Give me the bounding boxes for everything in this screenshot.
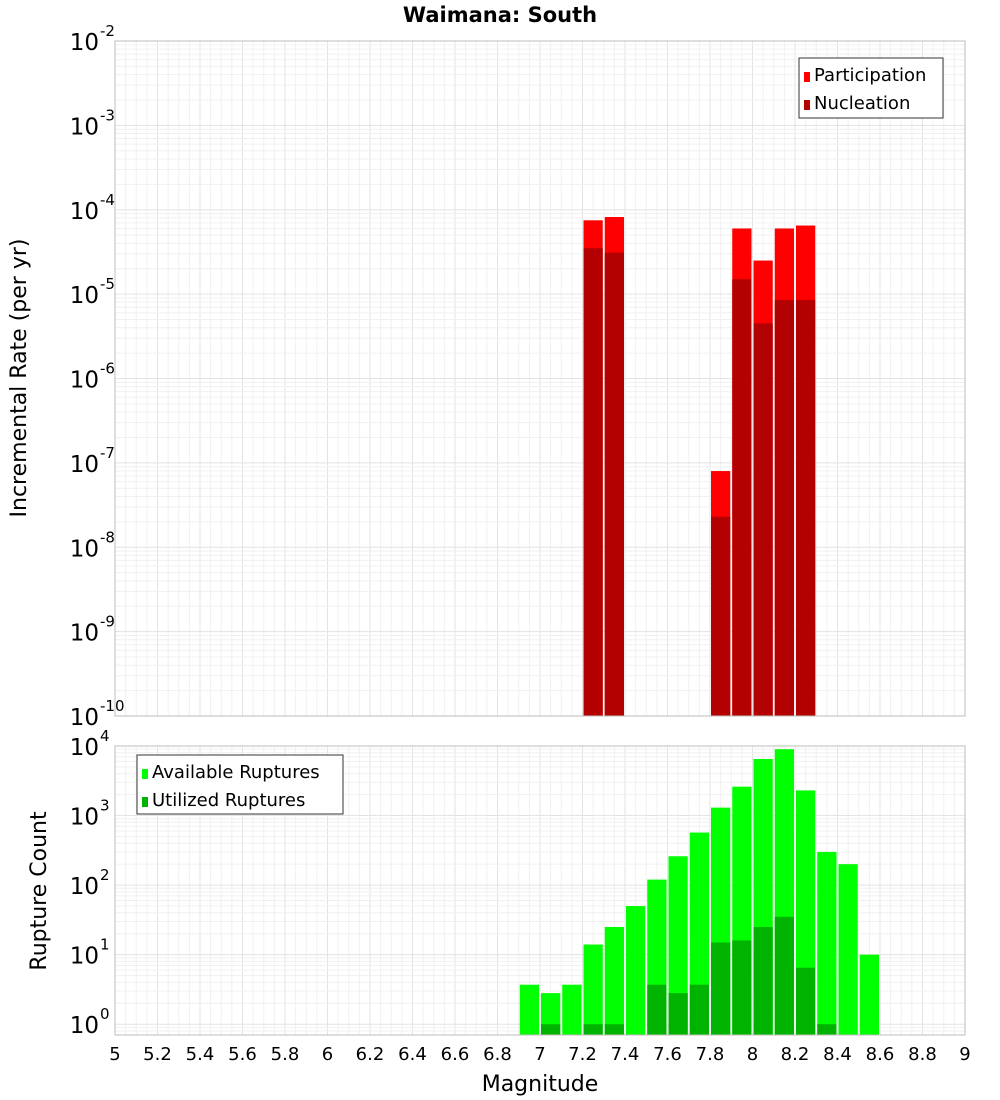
x-tick-label: 6.4 [398,1044,427,1065]
legend-label: Available Ruptures [152,762,320,783]
bar-a [519,984,539,1035]
y-tick-label: 10 [70,368,99,394]
y-tick-label: 10 [70,705,99,731]
bar-b [774,916,794,1035]
legend-box [798,57,944,119]
y-tick-label: 10 [70,944,99,970]
y-tick-exponent: -5 [100,275,115,293]
y-tick-label: 10 [70,874,99,900]
top-y-axis-label: Incremental Rate (per yr) [7,239,32,518]
y-tick-label: 10 [70,1013,99,1039]
x-tick-label: 7.2 [568,1044,597,1065]
bar-a [689,832,709,1035]
y-tick-label: 10 [70,114,99,140]
bar-b [732,940,752,1035]
x-tick-label: 5.8 [271,1044,300,1065]
bar-b [689,984,709,1035]
bar-a [562,984,582,1035]
bar-b [668,993,688,1035]
bar-b [647,984,667,1035]
legend-swatch [142,769,148,779]
y-tick-exponent: -4 [100,191,115,209]
x-tick-label: 6 [322,1044,333,1065]
y-tick-label: 10 [70,735,99,761]
legend-label: Participation [814,65,926,86]
bar-b [604,1024,624,1035]
y-tick-exponent: 2 [100,866,110,884]
chart-title: Waimana: South [403,3,597,27]
bar-b [753,323,773,716]
x-tick-label: 7 [534,1044,545,1065]
bar-b [753,926,773,1035]
bar-b [583,248,603,717]
y-tick-exponent: -8 [100,528,115,546]
bar-b [796,967,816,1035]
legend-box [136,754,344,815]
y-tick-label: 10 [70,536,99,562]
bar-b [711,516,731,716]
bar-a [817,851,837,1035]
plot-frame [114,745,966,1036]
bar-b [796,300,816,716]
bar-a [859,954,879,1035]
x-tick-label: 9 [959,1044,970,1065]
x-tick-label: 6.6 [441,1044,470,1065]
y-tick-label: 10 [70,283,99,309]
bar-a [604,926,624,1035]
x-tick-label: 8.6 [866,1044,895,1065]
y-tick-exponent: -2 [100,22,115,40]
y-tick-label: 10 [70,30,99,56]
y-tick-exponent: -9 [100,613,115,631]
y-tick-label: 10 [70,452,99,478]
bar-b [604,252,624,716]
y-tick-exponent: -10 [100,697,125,715]
y-tick-exponent: -7 [100,444,115,462]
bar-b [817,1024,837,1035]
x-tick-label: 5.6 [228,1044,257,1065]
legend-swatch [804,72,810,82]
bar-b [732,279,752,716]
x-tick-label: 6.2 [356,1044,385,1065]
bar-b [711,942,731,1035]
y-tick-exponent: -3 [100,106,115,124]
legend-label: Nucleation [814,93,910,114]
legend: Participation Nucleation [798,57,944,119]
legend-label: Utilized Ruptures [152,790,305,811]
x-tick-label: 7.8 [696,1044,725,1065]
y-tick-exponent: 3 [100,797,110,815]
y-tick-exponent: -6 [100,360,115,378]
y-tick-label: 10 [70,621,99,647]
x-tick-label: 7.6 [653,1044,682,1065]
y-tick-exponent: 1 [100,936,110,954]
bar-a [668,856,688,1035]
bar-b [774,300,794,716]
bottom-y-axis-label: Rupture Count [27,811,52,971]
bar-b [541,1024,561,1035]
x-tick-label: 6.8 [483,1044,512,1065]
legend-swatch [804,100,810,110]
bar-a [626,906,646,1035]
top-panel: 10-210-310-410-510-610-710-810-910 -10Par… [70,22,966,731]
plot-frame [114,40,966,717]
y-tick-exponent: 4 [100,727,110,745]
x-tick-label: 5.2 [143,1044,172,1065]
y-tick-label: 10 [70,805,99,831]
bar-a [583,944,603,1035]
bar-a [838,864,858,1035]
bar-b [583,1024,603,1035]
x-tick-label: 5 [109,1044,120,1065]
y-tick-label: 10 [70,199,99,225]
legend: Available Ruptures Utilized Ruptures [136,754,344,815]
x-tick-label: 8.8 [908,1044,937,1065]
x-axis-label: Magnitude [482,1072,599,1097]
x-tick-label: 8 [747,1044,758,1065]
y-tick-exponent: 0 [100,1005,110,1023]
x-tick-label: 8.4 [823,1044,852,1065]
legend-swatch [142,797,148,807]
x-tick-label: 8.2 [781,1044,810,1065]
x-tick-label: 5.4 [186,1044,215,1065]
x-tick-label: 7.4 [611,1044,640,1065]
